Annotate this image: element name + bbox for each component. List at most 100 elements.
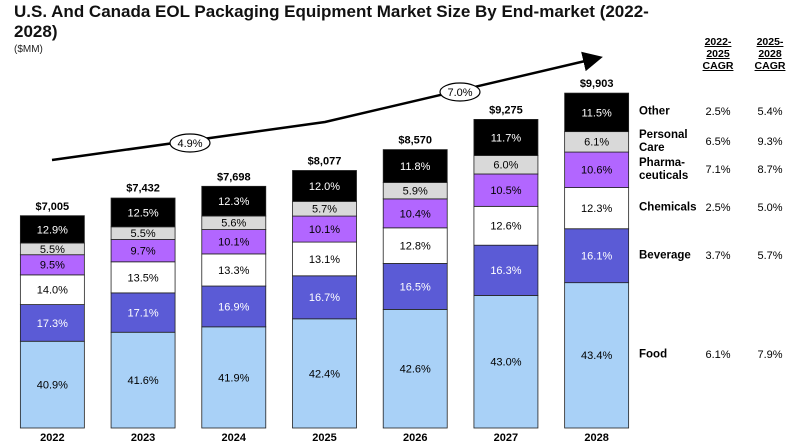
segment-label: 5.5% xyxy=(131,228,156,240)
bar-segment xyxy=(292,241,357,277)
total-label: $9,903 xyxy=(580,78,614,90)
cagr-value: 8.7% xyxy=(757,163,783,176)
segment-label: 12.9% xyxy=(37,224,68,236)
bar-segment xyxy=(564,187,630,230)
cagr-value: 5.0% xyxy=(757,202,783,215)
bar-segment xyxy=(110,197,176,228)
bar-segment xyxy=(292,318,357,429)
segment-label: 12.0% xyxy=(309,181,340,193)
segment-label: 16.3% xyxy=(490,265,521,277)
cagr-value: 5.7% xyxy=(757,249,783,262)
legend-label: Pharma-ceuticals xyxy=(639,156,689,182)
bar-segment xyxy=(564,228,630,284)
segment-label: 9.7% xyxy=(131,246,156,258)
bar-segment xyxy=(382,149,448,183)
cagr-value: 2.5% xyxy=(705,202,731,215)
segment-label: 12.8% xyxy=(400,241,431,253)
x-tick-label: 2027 xyxy=(494,432,518,444)
bar-segment xyxy=(201,253,267,287)
bar-segment xyxy=(19,340,85,429)
bar-segment xyxy=(19,274,85,305)
cagr-value: 3.7% xyxy=(705,249,731,262)
segment-label: 6.0% xyxy=(493,160,518,172)
bar-segment xyxy=(19,215,85,244)
segment-label: 16.9% xyxy=(218,301,249,313)
annotation-label: 7.0% xyxy=(447,87,472,99)
bar-segment xyxy=(564,92,630,133)
segment-label: 13.3% xyxy=(218,265,249,277)
segment-label: 41.6% xyxy=(127,375,158,387)
segment-label: 13.1% xyxy=(309,254,340,266)
total-label: $7,005 xyxy=(36,201,70,213)
segment-label: 11.7% xyxy=(491,132,522,144)
segment-label: 12.5% xyxy=(127,207,158,219)
segment-label: 40.9% xyxy=(37,380,68,392)
cagr-value: 5.4% xyxy=(757,106,783,119)
total-label: $8,570 xyxy=(398,135,432,147)
cagr-value: 7.9% xyxy=(757,349,783,362)
total-label: $9,275 xyxy=(489,105,523,117)
segment-label: 10.1% xyxy=(218,237,249,249)
x-tick-label: 2022 xyxy=(40,432,64,444)
segment-label: 11.5% xyxy=(581,107,612,119)
segment-label: 5.7% xyxy=(312,204,337,216)
bar-segment xyxy=(110,261,176,294)
bar-segment xyxy=(564,282,630,429)
cagr-value: 6.5% xyxy=(705,135,731,148)
bar-segment xyxy=(110,292,176,333)
segment-label: 11.8% xyxy=(400,161,431,173)
bar-segment xyxy=(201,285,267,328)
legend-label: Food xyxy=(639,348,668,361)
segment-label: 17.1% xyxy=(127,307,158,319)
bar-segment xyxy=(382,227,448,264)
legend-label: Beverage xyxy=(639,249,691,262)
segment-label: 13.5% xyxy=(127,272,158,284)
bar-segment xyxy=(564,151,630,188)
segment-label: 12.6% xyxy=(490,221,521,233)
bar-segment xyxy=(292,275,357,320)
segment-label: 10.5% xyxy=(490,185,521,197)
bar-segment xyxy=(473,119,539,156)
x-tick-label: 2024 xyxy=(222,432,247,444)
segment-label: 43.4% xyxy=(581,350,612,362)
unit-label: ($MM) xyxy=(14,44,43,55)
bar-segment xyxy=(292,170,357,202)
segment-label: 16.1% xyxy=(581,251,612,263)
bar-segment xyxy=(473,295,539,429)
cagr-header: 2022-2025 CAGR xyxy=(702,36,734,72)
bar-segment xyxy=(473,205,539,246)
segment-label: 16.5% xyxy=(400,281,431,293)
segment-label: 16.7% xyxy=(309,292,340,304)
segment-label: 5.9% xyxy=(403,186,428,198)
segment-label: 12.3% xyxy=(218,196,249,208)
x-tick-label: 2023 xyxy=(131,432,155,444)
bar-segment xyxy=(292,215,357,243)
segment-label: 5.6% xyxy=(221,218,246,230)
x-tick-label: 2025 xyxy=(312,432,336,444)
cagr-value: 6.1% xyxy=(705,349,731,362)
total-label: $7,698 xyxy=(217,171,251,183)
bar-segment xyxy=(201,326,267,429)
annotation-bubble xyxy=(439,82,481,102)
bar-segment xyxy=(201,185,267,217)
segment-label: 10.1% xyxy=(309,224,340,236)
total-label: $7,432 xyxy=(126,183,160,195)
bar-segment xyxy=(382,263,448,310)
x-tick-label: 2026 xyxy=(403,432,427,444)
legend-label: Chemicals xyxy=(639,201,697,214)
segment-label: 17.3% xyxy=(37,318,68,330)
segment-label: 9.5% xyxy=(40,260,65,272)
segment-label: 14.0% xyxy=(37,285,68,297)
annotation-bubble xyxy=(169,133,211,153)
x-tick-label: 2028 xyxy=(584,432,608,444)
segment-label: 42.4% xyxy=(309,368,340,380)
cagr-value: 9.3% xyxy=(757,135,783,148)
chart-title: U.S. And Canada EOL Packaging Equipment … xyxy=(14,2,649,41)
segment-label: 12.3% xyxy=(581,203,612,215)
bar-segment xyxy=(201,229,267,255)
segment-label: 6.1% xyxy=(584,137,609,149)
segment-label: 42.6% xyxy=(400,364,431,376)
segment-label: 10.4% xyxy=(400,208,431,220)
